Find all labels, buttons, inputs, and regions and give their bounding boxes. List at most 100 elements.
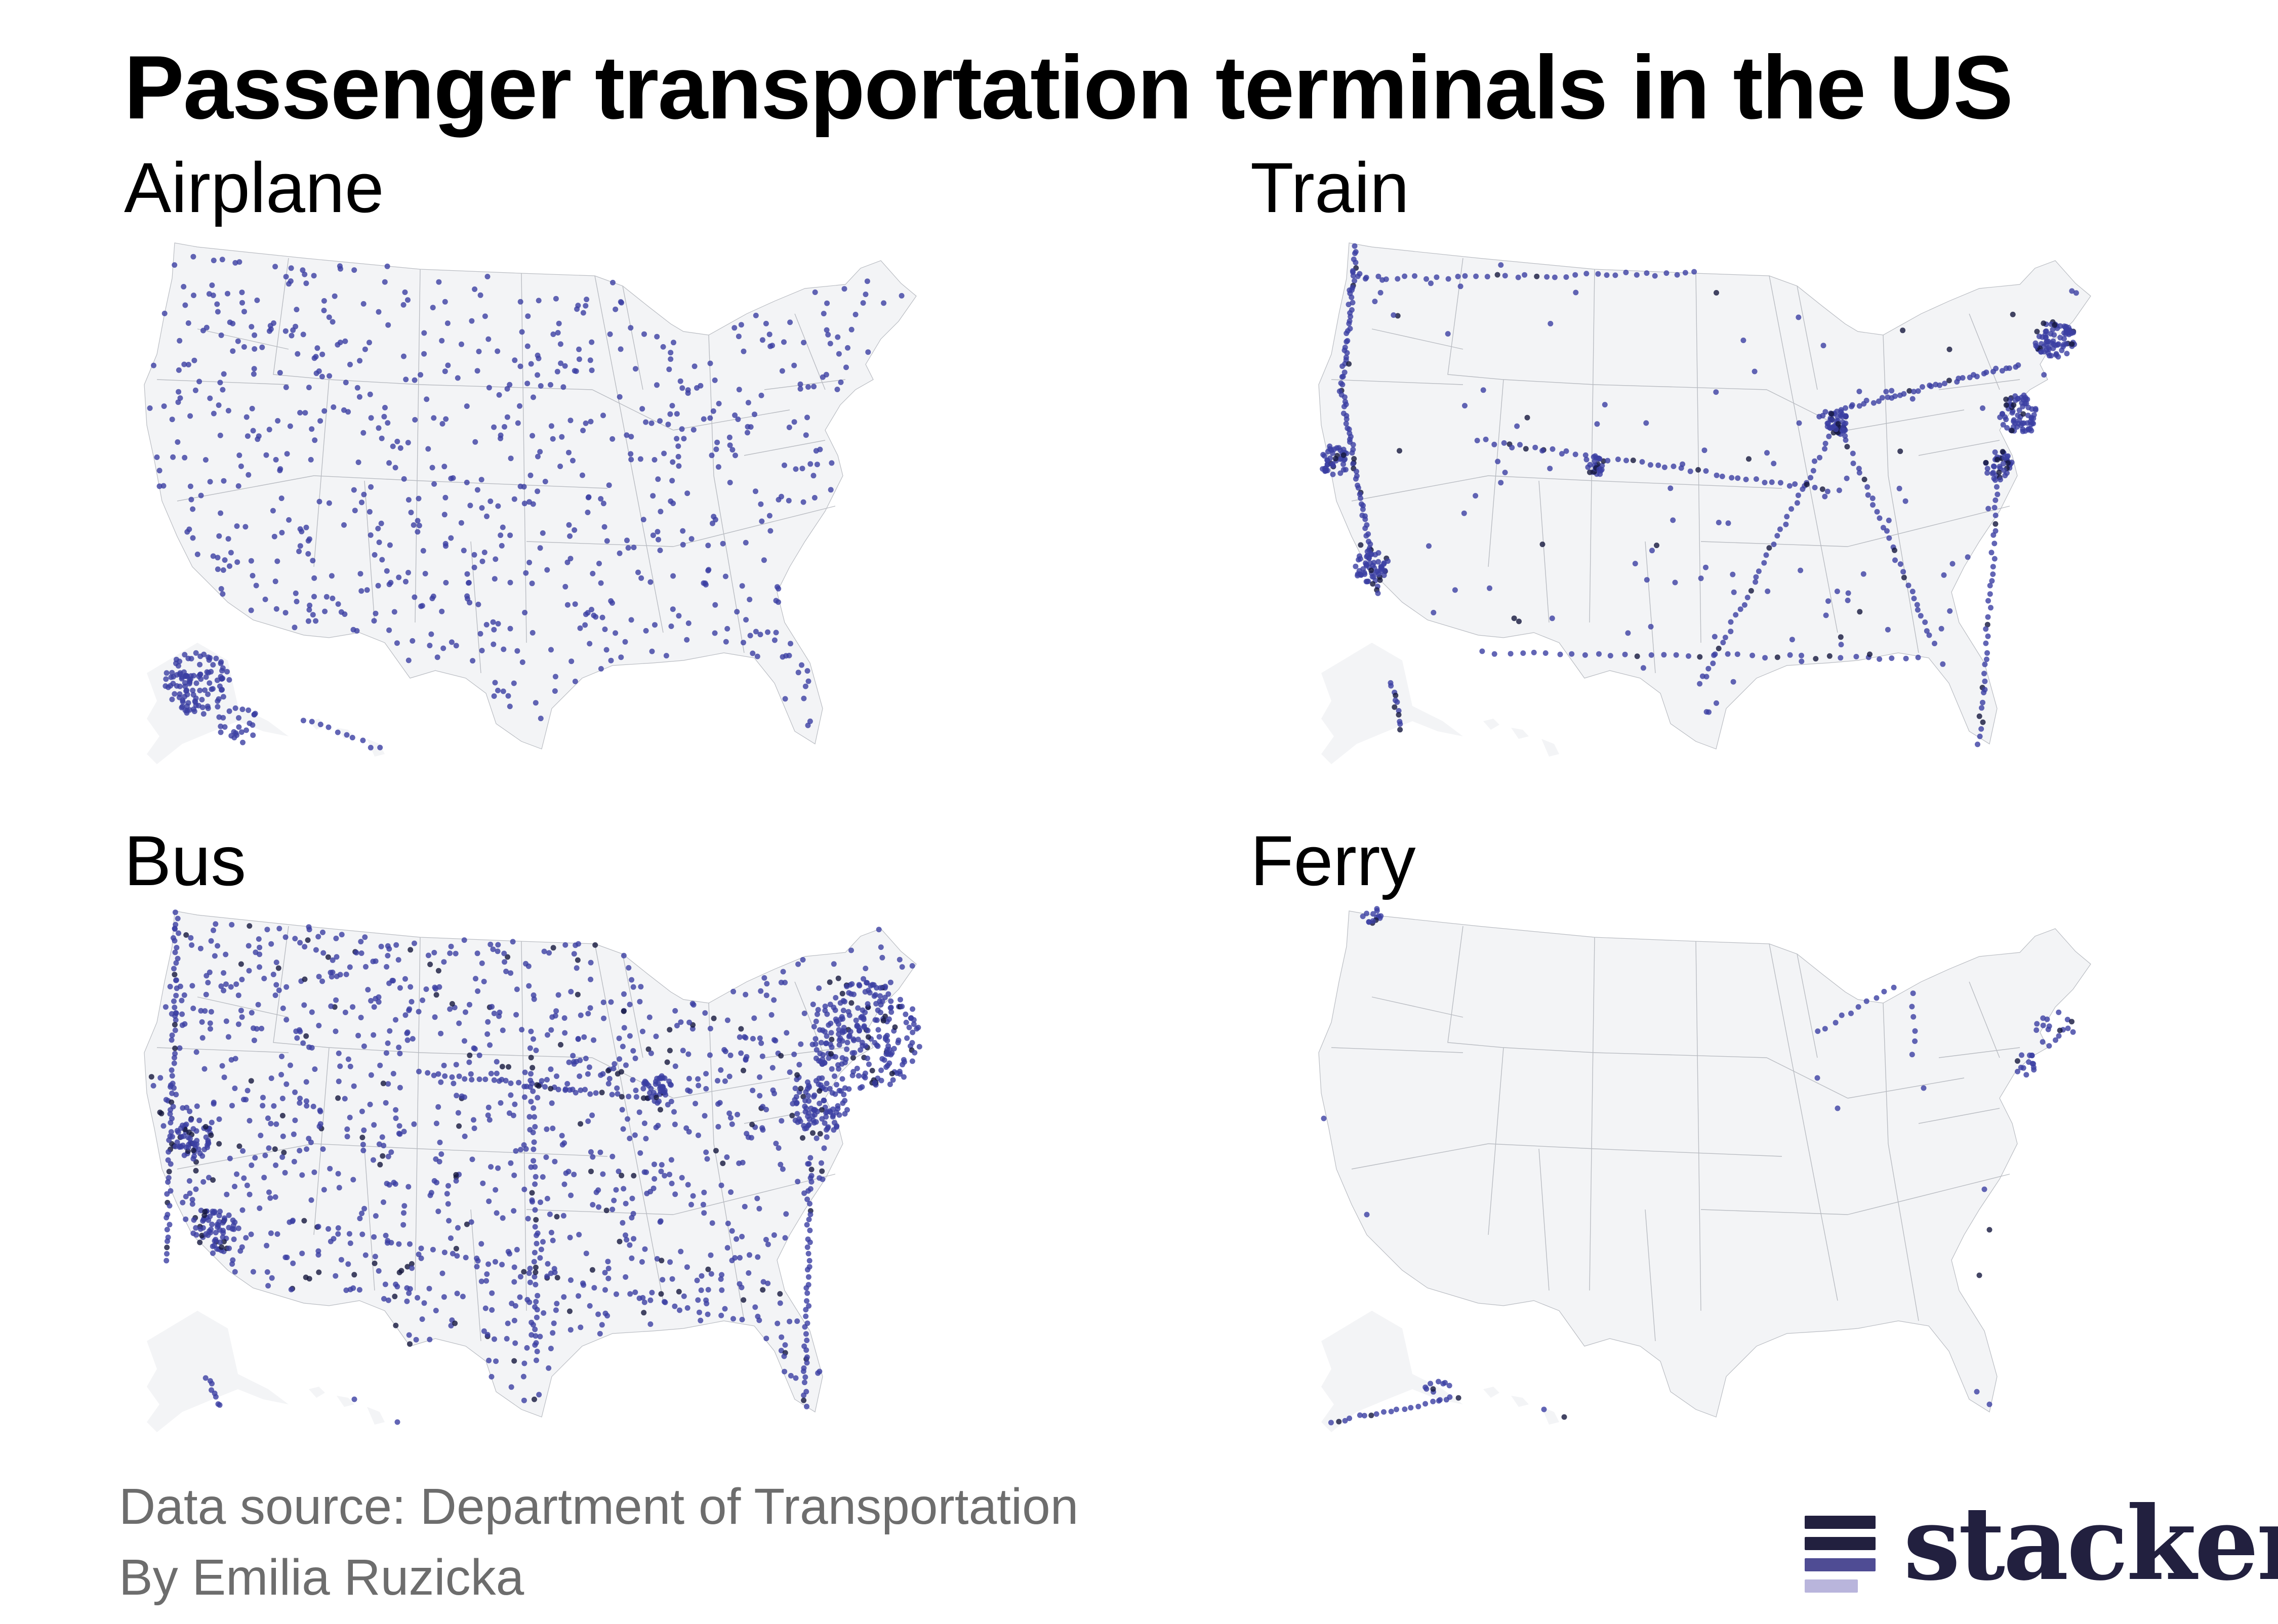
terminal-dot xyxy=(202,1375,209,1381)
terminal-dot xyxy=(879,954,885,961)
terminal-dot xyxy=(164,1227,170,1233)
terminal-dot xyxy=(575,303,581,309)
terminal-dot xyxy=(763,1237,769,1242)
terminal-dot xyxy=(1822,409,1828,415)
terminal-dot xyxy=(1988,550,1995,556)
terminal-dot xyxy=(1924,628,1930,634)
terminal-dot xyxy=(194,551,200,557)
terminal-dot xyxy=(413,1337,419,1343)
terminal-dot xyxy=(161,403,167,409)
terminal-dot xyxy=(446,1218,452,1224)
terminal-dot xyxy=(1340,461,1346,467)
terminal-dot xyxy=(218,660,224,667)
terminal-dot xyxy=(504,414,510,420)
terminal-dot xyxy=(739,1317,745,1322)
terminal-dot xyxy=(558,360,564,366)
terminal-dot xyxy=(1976,713,1982,719)
terminal-dot xyxy=(337,1063,343,1069)
terminal-dot xyxy=(415,1295,421,1301)
terminal-dot xyxy=(1856,389,1862,394)
terminal-dot xyxy=(221,1074,227,1080)
terminal-dot xyxy=(172,1022,178,1028)
terminal-dot xyxy=(813,1135,820,1141)
terminal-dot xyxy=(2053,1037,2058,1043)
terminal-dot xyxy=(574,965,580,971)
terminal-dot xyxy=(1979,705,1984,711)
terminal-dot xyxy=(1947,608,1953,614)
terminal-dot xyxy=(162,1004,169,1010)
terminal-dot xyxy=(739,583,745,589)
terminal-dot xyxy=(633,1088,639,1094)
terminal-dot xyxy=(1981,671,1987,677)
terminal-dot xyxy=(278,495,284,502)
terminal-dot xyxy=(1320,466,1326,472)
terminal-dot xyxy=(1334,445,1340,451)
terminal-dot xyxy=(1352,243,1358,249)
terminal-dot xyxy=(532,1124,538,1130)
terminal-dot xyxy=(589,1267,595,1273)
terminal-dot xyxy=(1701,447,1707,453)
terminal-dot xyxy=(550,1237,556,1243)
terminal-dot xyxy=(250,573,256,578)
terminal-dot xyxy=(1839,1012,1845,1018)
terminal-dot xyxy=(321,298,327,304)
terminal-dot xyxy=(277,370,283,376)
terminal-dot xyxy=(1353,563,1359,569)
terminal-dot xyxy=(846,1033,852,1039)
terminal-dot xyxy=(338,1257,344,1263)
terminal-dot xyxy=(361,1127,367,1133)
terminal-dot xyxy=(676,463,682,469)
terminal-dot xyxy=(595,1311,601,1317)
terminal-dot xyxy=(531,1139,537,1145)
terminal-dot xyxy=(409,998,415,1005)
terminal-dot xyxy=(476,349,482,354)
terminal-dot xyxy=(548,647,554,653)
terminal-dot xyxy=(251,1037,257,1044)
terminal-dot xyxy=(177,1143,183,1149)
terminal-dot xyxy=(453,1178,459,1184)
terminal-dot xyxy=(1909,589,1916,595)
terminal-dot xyxy=(846,1012,852,1018)
terminal-dot xyxy=(273,960,279,966)
terminal-dot xyxy=(622,639,628,645)
terminal-dot xyxy=(521,1186,527,1192)
terminal-dot xyxy=(617,550,623,556)
terminal-dot xyxy=(811,495,818,501)
terminal-dot xyxy=(453,1172,459,1178)
terminal-dot xyxy=(1956,376,1962,382)
terminal-dot xyxy=(633,366,638,372)
terminal-dot xyxy=(686,1019,693,1025)
terminal-dot xyxy=(817,1027,823,1033)
terminal-dot xyxy=(593,1090,599,1096)
terminal-dot xyxy=(1379,277,1386,283)
terminal-dot xyxy=(524,343,531,349)
terminal-dot xyxy=(562,363,568,369)
terminal-dot xyxy=(521,1084,527,1090)
terminal-dot xyxy=(355,1032,361,1038)
terminal-dot xyxy=(266,427,272,433)
terminal-dot xyxy=(449,639,455,645)
terminal-dot xyxy=(555,992,561,998)
terminal-dot xyxy=(834,1123,840,1129)
terminal-dot xyxy=(2033,1027,2040,1033)
terminal-dot xyxy=(538,1246,544,1253)
terminal-dot xyxy=(1434,274,1440,280)
terminal-dot xyxy=(173,922,179,928)
terminal-dot xyxy=(1396,712,1402,718)
terminal-dot xyxy=(442,299,448,305)
terminal-dot xyxy=(527,1084,533,1090)
terminal-dot xyxy=(827,979,833,985)
terminal-dot xyxy=(1663,270,1670,276)
terminal-dot xyxy=(575,991,581,997)
terminal-dot xyxy=(215,704,221,710)
terminal-dot xyxy=(215,555,221,561)
terminal-dot xyxy=(1360,913,1366,920)
terminal-dot xyxy=(652,1161,657,1168)
terminal-dot xyxy=(909,1040,915,1046)
terminal-dot xyxy=(792,1086,798,1092)
terminal-dot xyxy=(517,1274,523,1280)
terminal-dot xyxy=(512,1101,518,1107)
terminal-dot xyxy=(1886,517,1892,523)
terminal-dot xyxy=(672,1303,678,1309)
terminal-dot xyxy=(235,1225,241,1231)
